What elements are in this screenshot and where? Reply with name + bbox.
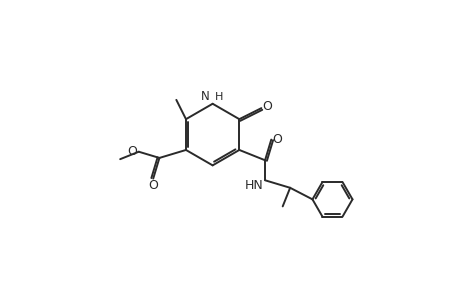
Text: O: O bbox=[272, 133, 282, 146]
Text: H: H bbox=[214, 92, 223, 102]
Text: O: O bbox=[148, 179, 158, 192]
Text: O: O bbox=[261, 100, 271, 113]
Text: HN: HN bbox=[244, 179, 263, 192]
Text: N: N bbox=[201, 90, 209, 103]
Text: O: O bbox=[127, 145, 136, 158]
